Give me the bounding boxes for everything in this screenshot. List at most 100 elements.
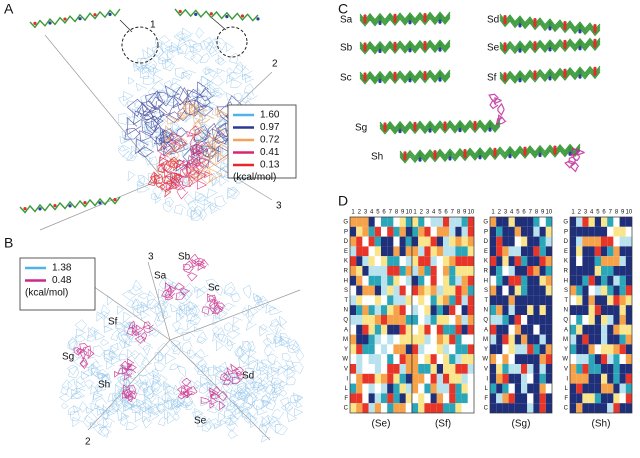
- row-label: S: [564, 288, 568, 294]
- heat-cell: [601, 217, 608, 227]
- heat-cell: [601, 354, 608, 364]
- row-label: M: [563, 337, 568, 343]
- column-label: 8: [535, 210, 539, 216]
- heat-cell: [619, 354, 626, 364]
- heat-cell: [436, 403, 443, 413]
- heat-cell: [430, 285, 437, 296]
- heat-cell: [613, 305, 620, 315]
- heat-cell: [613, 393, 620, 404]
- column-label: 5: [596, 210, 600, 216]
- heat-cell: [368, 305, 375, 315]
- heat-cell: [545, 324, 552, 335]
- heat-cell: [521, 285, 528, 296]
- heat-cell: [570, 393, 577, 404]
- heat-cell: [533, 383, 540, 394]
- heat-cell: [533, 373, 540, 384]
- heat-cell: [588, 305, 595, 315]
- heat-cell: [508, 295, 515, 306]
- heat-cell: [521, 383, 528, 394]
- row-label: W: [482, 357, 488, 363]
- heat-cell: [461, 354, 468, 364]
- heat-cell: [393, 324, 400, 335]
- row-label: I: [486, 376, 488, 382]
- row-label: C: [344, 406, 349, 412]
- heat-cell: [539, 393, 546, 404]
- heat-cell: [490, 373, 497, 384]
- heat-cell: [582, 373, 589, 384]
- heat-cell: [449, 344, 456, 355]
- heat-cell: [502, 217, 509, 227]
- heat-cell: [490, 383, 497, 394]
- heat-cell: [467, 266, 474, 276]
- heat-cell: [545, 354, 552, 364]
- heat-cell: [533, 236, 540, 247]
- heat-cell: [350, 373, 357, 384]
- heat-cell: [461, 344, 468, 355]
- heat-cell: [545, 403, 552, 413]
- heat-cell: [588, 324, 595, 335]
- atom: [548, 27, 552, 31]
- heat-cell: [625, 305, 632, 315]
- row-label: Y: [484, 347, 488, 353]
- peptide: [499, 71, 601, 85]
- heat-cell: [607, 383, 614, 394]
- heat-cell: [545, 334, 552, 345]
- heat-cell: [613, 324, 620, 335]
- peptide: [359, 69, 451, 79]
- heat-cell: [412, 334, 419, 345]
- heat-cell: [594, 393, 601, 404]
- heat-cell: [393, 383, 400, 394]
- row-label: H: [344, 278, 348, 284]
- heat-cell: [613, 295, 620, 306]
- heat-cell: [393, 393, 400, 404]
- column-label: 1: [571, 210, 575, 216]
- heat-cell: [576, 334, 583, 345]
- heat-cell: [362, 324, 369, 335]
- heat-cell: [350, 226, 357, 237]
- heat-cell: [496, 256, 503, 266]
- heat-cell: [405, 344, 412, 355]
- heat-cell: [576, 285, 583, 296]
- heat-cell: [613, 334, 620, 345]
- heat-cell: [521, 256, 528, 266]
- heat-cell: [496, 226, 503, 237]
- heat-cell: [399, 285, 406, 296]
- heat-cell: [588, 256, 595, 266]
- heat-cell: [418, 403, 425, 413]
- heat-cell: [539, 256, 546, 266]
- heat-cell: [576, 344, 583, 355]
- peptide-label: Sa: [340, 15, 353, 26]
- row-label: I: [566, 376, 568, 382]
- heat-cell: [576, 305, 583, 315]
- heat-cell: [527, 226, 534, 237]
- mesh: [177, 377, 198, 400]
- heat-cell: [496, 266, 503, 276]
- heat-cell: [576, 217, 583, 227]
- heat-cell: [356, 236, 363, 247]
- heat-cell: [496, 344, 503, 355]
- heat-cell: [533, 275, 540, 286]
- row-label: R: [484, 268, 489, 274]
- heat-cell: [381, 226, 388, 237]
- heat-cell: [545, 217, 552, 227]
- heat-cell: [387, 246, 394, 257]
- row-label: F: [564, 396, 568, 402]
- heat-cell: [374, 344, 381, 355]
- heat-cell: [594, 266, 601, 276]
- heat-cell: [527, 344, 534, 355]
- peptide: [499, 70, 601, 83]
- column-label: 6: [522, 210, 526, 216]
- heat-cell: [461, 383, 468, 394]
- atom: [578, 75, 582, 79]
- peptide: [379, 122, 501, 132]
- heat-cell: [607, 334, 614, 345]
- heat-cell: [387, 324, 394, 335]
- heat-cell: [350, 354, 357, 364]
- heat-cell: [514, 295, 521, 306]
- heat-cell: [576, 364, 583, 374]
- atom: [93, 13, 97, 17]
- guide-line: [169, 289, 301, 341]
- heat-cell: [545, 305, 552, 315]
- peptide: [359, 43, 451, 54]
- heat-cell: [412, 285, 419, 296]
